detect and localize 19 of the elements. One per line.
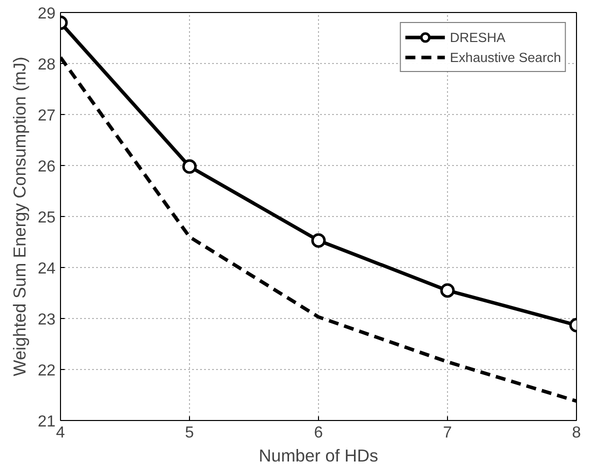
y-tick-label: 27: [38, 108, 56, 124]
y-tick-label: 28: [38, 56, 56, 74]
x-tick-label: 8: [572, 424, 582, 442]
y-tick-label: 29: [38, 6, 56, 22]
y-tick-label: 22: [38, 362, 56, 380]
y-tick-label: 24: [38, 260, 56, 278]
x-tick-label: 7: [443, 424, 452, 442]
x-tick-label: 5: [185, 424, 194, 442]
y-axis-title: Weighted Sum Energy Consumption (mJ): [10, 56, 30, 376]
y-tick-label: 25: [38, 210, 56, 226]
y-tick-label: 23: [38, 312, 56, 328]
point: [311, 233, 326, 248]
x-tick-label: 6: [314, 424, 324, 442]
legend-label: DRESHA: [450, 30, 506, 44]
legend-label: Exhaustive Search: [450, 50, 561, 64]
x-tick-label: 4: [56, 424, 66, 442]
y-tick-label: 21: [38, 414, 56, 430]
x-axis-title: Number of HDs: [258, 446, 379, 466]
y-tick-label: 26: [38, 158, 56, 176]
